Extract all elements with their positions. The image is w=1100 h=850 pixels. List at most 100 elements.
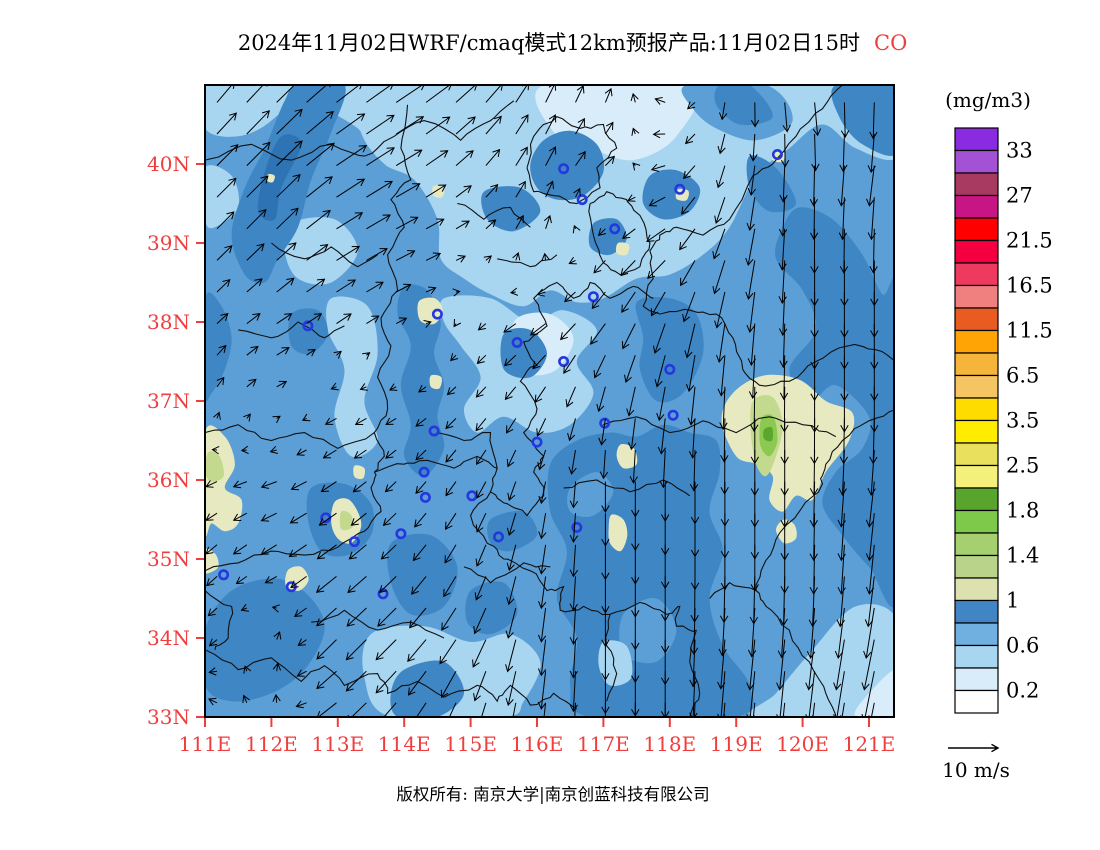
colorbar-cell xyxy=(954,532,999,557)
wind-arrow-icon xyxy=(272,415,281,424)
wind-arrow-icon xyxy=(574,702,576,717)
colorbar-value-label: 3.5 xyxy=(1006,409,1039,433)
colorbar-labels: 33 27 21.5 16.5 11.5 6.5 3.5 2.5 1.8 1.4 1 0.6 0.2 xyxy=(1006,139,1053,703)
wind-arrow-icon xyxy=(353,449,367,459)
wind-arrow-icon xyxy=(485,85,503,103)
wind-arrow-icon xyxy=(689,671,698,717)
wind-arrow-icon xyxy=(473,671,487,702)
co-region-level-0.8-1.0 xyxy=(775,207,894,608)
wind-arrow-icon xyxy=(529,323,546,336)
wind-arrow-icon xyxy=(534,386,547,404)
wind-arrow-icon xyxy=(345,670,367,692)
wind-arrow-icon xyxy=(316,607,337,627)
co-region-level-0.4-0.6 xyxy=(598,640,633,686)
province-border-line xyxy=(205,590,234,650)
wind-arrow-icon xyxy=(272,662,282,672)
co-region-level-0.8-1.0 xyxy=(390,660,465,717)
wind-arrow-icon xyxy=(626,386,636,417)
colorbar-value-label: 6.5 xyxy=(1006,364,1039,388)
co-concentration-regions xyxy=(205,85,894,717)
co-region-level-1.0-1.4 xyxy=(429,374,442,390)
co-region-level-1.0-1.4 xyxy=(266,174,275,183)
wind-arrow-icon xyxy=(276,313,293,325)
wind-arrow-icon xyxy=(837,165,847,207)
province-border-line xyxy=(311,609,445,639)
wind-arrow-icon xyxy=(246,312,261,324)
co-region-level-1.0-1.4 xyxy=(432,185,445,198)
species-label: CO xyxy=(874,31,907,55)
province-border-line xyxy=(205,471,382,572)
province-border-line xyxy=(563,479,691,497)
wind-arrow-icon xyxy=(276,174,301,198)
wind-arrow-icon xyxy=(395,216,419,230)
wind-arrow-icon xyxy=(425,218,445,230)
city-marker-icon xyxy=(571,521,583,533)
wind-arrow-icon xyxy=(839,133,848,173)
wind-arrow-icon xyxy=(712,228,726,260)
wind-arrow-icon xyxy=(485,148,501,166)
wind-arrow-icon xyxy=(276,140,303,166)
wind-arrow-icon xyxy=(366,281,384,293)
wind-arrow-icon xyxy=(569,639,578,679)
wind-arrow-icon xyxy=(684,133,696,145)
co-region-level-0.9-1.0 xyxy=(257,134,302,221)
wind-arrow-icon xyxy=(685,355,696,393)
province-border-line xyxy=(755,409,894,717)
wind-arrow-icon xyxy=(834,607,845,659)
wind-arrow-icon xyxy=(622,228,636,240)
wind-arrow-icon xyxy=(301,413,311,422)
wind-arrow-icon xyxy=(297,638,307,646)
wind-arrow-icon xyxy=(276,277,295,293)
province-border-line xyxy=(205,100,515,161)
wind-arrow-icon xyxy=(476,481,487,499)
co-region-level-1.0-1.4 xyxy=(616,443,638,469)
wind-arrow-icon xyxy=(417,384,427,393)
wind-arrow-icon xyxy=(476,449,487,466)
wind-arrow-icon xyxy=(631,481,640,518)
wind-arrow-icon xyxy=(366,114,395,135)
wind-arrow-icon xyxy=(385,449,397,459)
wind-arrow-icon xyxy=(715,323,726,363)
longitude-tick-label: 116E xyxy=(511,732,564,756)
wind-arrow-icon xyxy=(837,513,846,562)
wind-arrow-icon xyxy=(505,671,517,707)
longitude-tick-label: 115E xyxy=(444,732,497,756)
wind-arrow-icon xyxy=(407,670,427,696)
wind-arrow-icon xyxy=(243,665,252,674)
wind-arrow-icon xyxy=(717,133,726,155)
colorbar-value-label: 11.5 xyxy=(1006,319,1053,343)
wind-arrow-icon xyxy=(865,544,875,595)
wind-arrow-icon xyxy=(720,418,729,463)
longitude-tick-label: 111E xyxy=(179,732,232,756)
wind-arrow-icon xyxy=(375,670,397,694)
wind-arrow-icon xyxy=(216,312,229,324)
wind-arrow-icon xyxy=(444,544,457,564)
wind-arrow-icon xyxy=(532,354,546,370)
wind-arrow-icon xyxy=(306,209,331,230)
colorbar-cell xyxy=(954,622,999,647)
city-marker-icon xyxy=(558,355,570,367)
wind-arrow-icon xyxy=(870,260,879,307)
wind-arrow-icon xyxy=(306,278,326,293)
wind-scale-legend: 10 m/s xyxy=(942,743,1010,782)
wind-arrow-icon xyxy=(628,418,637,451)
wind-arrow-icon xyxy=(439,639,457,665)
wind-arrow-icon xyxy=(423,320,432,328)
wind-arrow-icon xyxy=(506,576,517,606)
wind-arrow-icon xyxy=(712,260,726,295)
wind-arrow-icon xyxy=(272,693,281,703)
wind-arrow-icon xyxy=(621,291,636,313)
wind-arrow-icon xyxy=(650,163,666,172)
province-border-line xyxy=(603,416,837,438)
co-region-level-1.4-1.8 xyxy=(205,451,224,482)
wind-arrow-icon xyxy=(455,255,467,263)
wind-arrow-icon xyxy=(630,92,639,103)
wind-arrow-icon xyxy=(475,512,487,533)
wind-arrow-icon xyxy=(512,252,521,261)
wind-arrow-icon xyxy=(316,544,337,560)
wind-arrow-icon xyxy=(213,411,221,420)
wind-arrow-icon xyxy=(243,413,251,422)
wind-scale-label: 10 m/s xyxy=(942,758,1010,782)
wind-arrow-icon xyxy=(246,243,265,261)
wind-arrow-icon xyxy=(246,110,271,135)
